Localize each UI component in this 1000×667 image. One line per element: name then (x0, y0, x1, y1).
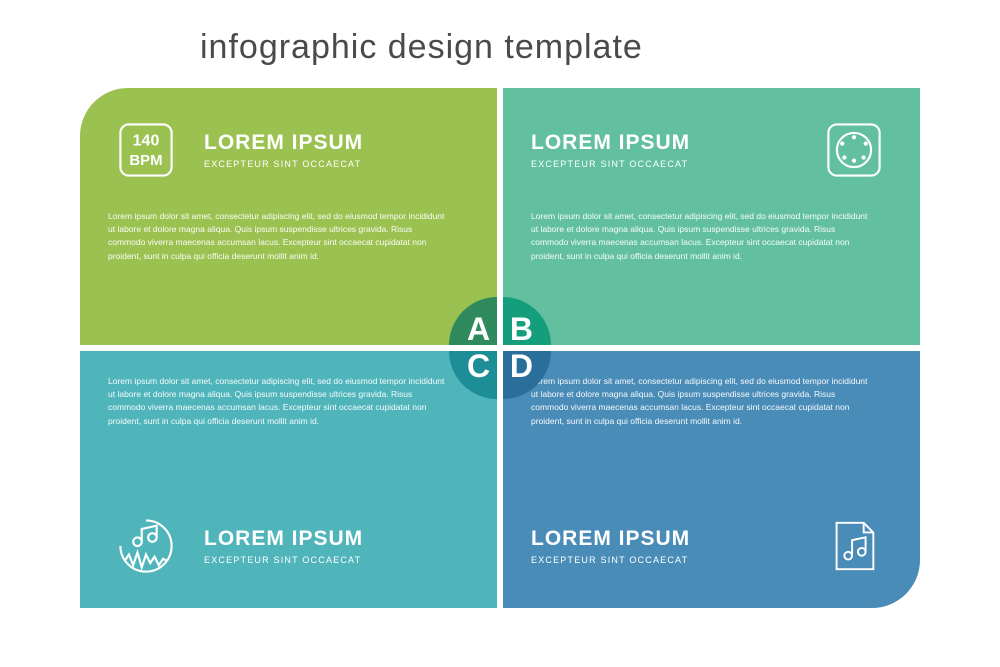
quad-b-body: Lorem ipsum dolor sit amet, consectetur … (531, 210, 871, 263)
quad-d-body: Lorem ipsum dolor sit amet, consectetur … (531, 375, 871, 428)
quad-c-header: LOREM IPSUM EXCEPTEUR SINT OCCAECAT (108, 508, 469, 584)
quad-d-header: LOREM IPSUM EXCEPTEUR SINT OCCAECAT (531, 508, 892, 584)
infographic-grid: 140 BPM LOREM IPSUM EXCEPTEUR SINT OCCAE… (80, 88, 920, 608)
quad-a-heading: LOREM IPSUM (204, 131, 469, 155)
page-title: infographic design template (200, 28, 643, 67)
quad-b-header: LOREM IPSUM EXCEPTEUR SINT OCCAECAT (531, 112, 892, 188)
music-file-icon (816, 508, 892, 584)
quad-d-heading: LOREM IPSUM (531, 527, 796, 551)
music-waveform-icon (108, 508, 184, 584)
midi-connector-icon (816, 112, 892, 188)
quad-b-heading: LOREM IPSUM (531, 131, 796, 155)
quad-c-letter: C (449, 351, 497, 399)
quad-b: LOREM IPSUM EXCEPTEUR SINT OCCAECAT Lore… (503, 88, 920, 345)
quad-a-sub: EXCEPTEUR SINT OCCAECAT (204, 159, 469, 169)
svg-text:140: 140 (133, 133, 160, 150)
quad-a: 140 BPM LOREM IPSUM EXCEPTEUR SINT OCCAE… (80, 88, 497, 345)
svg-text:BPM: BPM (129, 152, 162, 169)
quad-b-sub: EXCEPTEUR SINT OCCAECAT (531, 159, 796, 169)
quad-c-sub: EXCEPTEUR SINT OCCAECAT (204, 555, 469, 565)
quad-c: Lorem ipsum dolor sit amet, consectetur … (80, 351, 497, 608)
quad-d-sub: EXCEPTEUR SINT OCCAECAT (531, 555, 796, 565)
quad-a-body: Lorem ipsum dolor sit amet, consectetur … (108, 210, 448, 263)
quad-c-body: Lorem ipsum dolor sit amet, consectetur … (108, 375, 448, 428)
quad-a-letter: A (449, 297, 497, 345)
bpm-140-icon: 140 BPM (108, 112, 184, 188)
quad-d: Lorem ipsum dolor sit amet, consectetur … (503, 351, 920, 608)
quad-a-header: 140 BPM LOREM IPSUM EXCEPTEUR SINT OCCAE… (108, 112, 469, 188)
quad-c-heading: LOREM IPSUM (204, 527, 469, 551)
quad-b-letter: B (503, 297, 551, 345)
